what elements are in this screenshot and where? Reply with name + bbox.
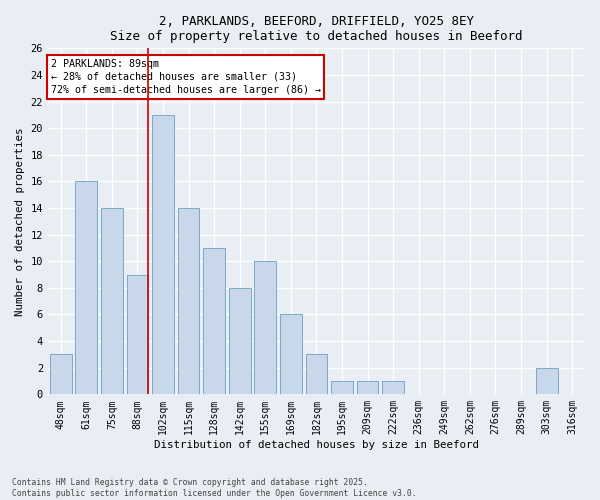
- Bar: [382, 381, 404, 394]
- Bar: [254, 262, 276, 394]
- Bar: [305, 354, 328, 395]
- Text: 2 PARKLANDS: 89sqm
← 28% of detached houses are smaller (33)
72% of semi-detache: 2 PARKLANDS: 89sqm ← 28% of detached hou…: [50, 58, 320, 95]
- Bar: [331, 381, 353, 394]
- Text: Contains HM Land Registry data © Crown copyright and database right 2025.
Contai: Contains HM Land Registry data © Crown c…: [12, 478, 416, 498]
- Bar: [280, 314, 302, 394]
- Bar: [536, 368, 557, 394]
- Y-axis label: Number of detached properties: Number of detached properties: [15, 127, 25, 316]
- Title: 2, PARKLANDS, BEEFORD, DRIFFIELD, YO25 8EY
Size of property relative to detached: 2, PARKLANDS, BEEFORD, DRIFFIELD, YO25 8…: [110, 15, 523, 43]
- Bar: [76, 182, 97, 394]
- Bar: [178, 208, 199, 394]
- Bar: [152, 115, 174, 394]
- Bar: [50, 354, 71, 395]
- Bar: [357, 381, 379, 394]
- Bar: [203, 248, 225, 394]
- Bar: [127, 274, 148, 394]
- X-axis label: Distribution of detached houses by size in Beeford: Distribution of detached houses by size …: [154, 440, 479, 450]
- Bar: [229, 288, 251, 395]
- Bar: [101, 208, 123, 394]
